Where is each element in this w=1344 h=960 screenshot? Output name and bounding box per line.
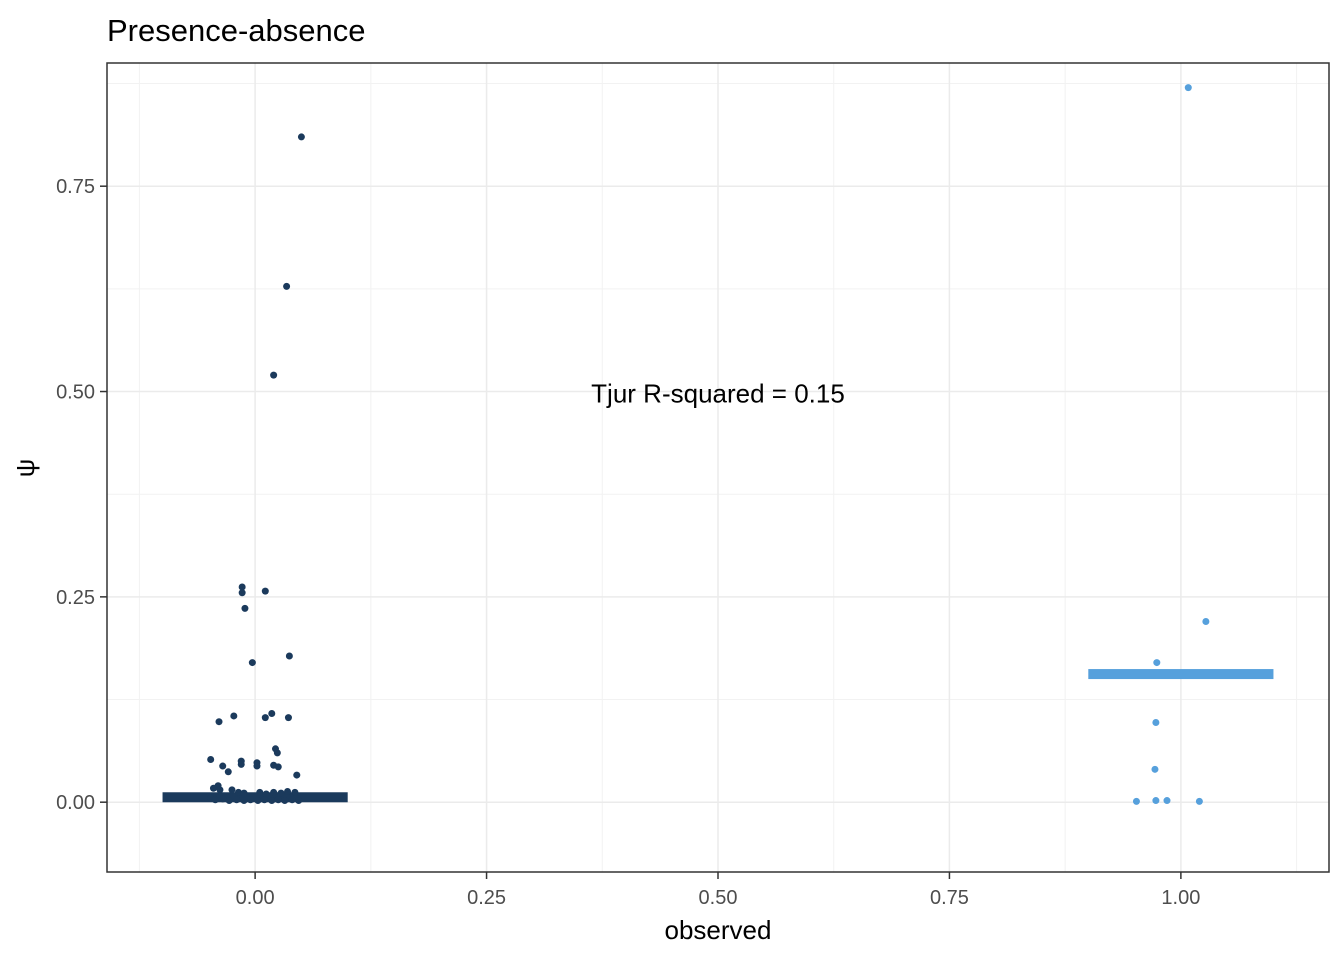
data-point-group-0 (281, 797, 289, 805)
data-point-group-0 (219, 762, 227, 770)
y-tick-label: 0.25 (56, 587, 95, 609)
data-point-group-0 (284, 788, 292, 796)
data-point-group-1 (1163, 797, 1171, 805)
data-point-group-0 (297, 133, 305, 141)
y-tick-label: 0.00 (56, 792, 95, 814)
data-point-group-0 (240, 797, 248, 805)
data-point-group-0 (273, 749, 281, 757)
tjur-r-squared-annotation: Tjur R-squared = 0.15 (591, 379, 845, 409)
group-means (162, 669, 1274, 803)
data-point-group-0 (238, 589, 246, 597)
data-point-group-1 (1195, 797, 1203, 805)
data-point-group-0 (261, 587, 269, 595)
data-point-group-1 (1202, 617, 1210, 625)
data-point-group-0 (238, 583, 246, 591)
data-point-group-0 (262, 790, 270, 798)
data-point-group-0 (209, 784, 217, 792)
chart-title: Presence-absence (107, 13, 366, 48)
data-point-group-1 (1184, 84, 1192, 92)
data-point-group-1 (1151, 765, 1159, 773)
data-point-group-0 (215, 718, 223, 726)
data-point-group-1 (1153, 659, 1161, 667)
y-tick-label: 0.75 (56, 176, 95, 198)
data-point-group-0 (246, 796, 254, 804)
data-point-group-0 (261, 714, 269, 722)
data-point-group-0 (248, 659, 256, 667)
data-point-group-0 (293, 771, 301, 779)
data-point-group-0 (211, 796, 219, 804)
data-point-group-0 (268, 797, 276, 805)
data-point-group-0 (283, 282, 291, 290)
x-tick-label: 0.75 (930, 887, 969, 909)
data-point-group-0 (288, 796, 296, 804)
x-tick-label: 0.00 (236, 887, 275, 909)
data-point-group-0 (295, 797, 303, 805)
data-point-group-1 (1152, 797, 1160, 805)
data-point-group-0 (268, 709, 276, 717)
data-point-group-0 (234, 788, 242, 796)
data-point-group-0 (270, 371, 278, 379)
y-axis: 0.00 0.25 0.50 0.75 (56, 176, 107, 814)
data-point-group-0 (277, 789, 285, 797)
data-point-group-1 (1132, 797, 1140, 805)
data-point-group-1 (1152, 719, 1160, 727)
x-tick-label: 0.50 (699, 887, 738, 909)
x-axis: 0.00 0.25 0.50 0.75 1.00 (236, 872, 1200, 909)
data-point-group-0 (253, 762, 261, 770)
mean-bar-group-0 (162, 792, 348, 803)
data-point-group-0 (225, 797, 233, 805)
data-point-group-0 (291, 788, 299, 796)
data-point-group-0 (241, 604, 249, 612)
data-point-group-0 (270, 788, 278, 796)
x-axis-title: observed (665, 915, 772, 945)
data-point-group-0 (256, 788, 264, 796)
y-axis-title: ψ (10, 459, 40, 478)
data-point-group-0 (224, 768, 232, 776)
data-point-group-0 (207, 755, 215, 763)
data-point-group-0 (254, 797, 262, 805)
data-point-group-0 (233, 796, 241, 804)
data-point-group-0 (237, 760, 245, 768)
data-point-group-0 (284, 714, 292, 722)
data-points (207, 84, 1210, 805)
data-point-group-0 (216, 786, 224, 794)
data-point-group-0 (230, 712, 238, 720)
data-point-group-0 (240, 789, 248, 797)
x-tick-label: 0.25 (467, 887, 506, 909)
y-tick-label: 0.50 (56, 382, 95, 404)
x-tick-label: 1.00 (1161, 887, 1200, 909)
data-point-group-0 (274, 763, 282, 771)
data-point-group-0 (285, 652, 293, 660)
mean-bar-group-1 (1088, 669, 1274, 680)
data-point-group-0 (274, 796, 282, 804)
data-point-group-0 (228, 786, 236, 794)
data-point-group-0 (260, 796, 268, 804)
data-point-group-0 (219, 795, 227, 803)
